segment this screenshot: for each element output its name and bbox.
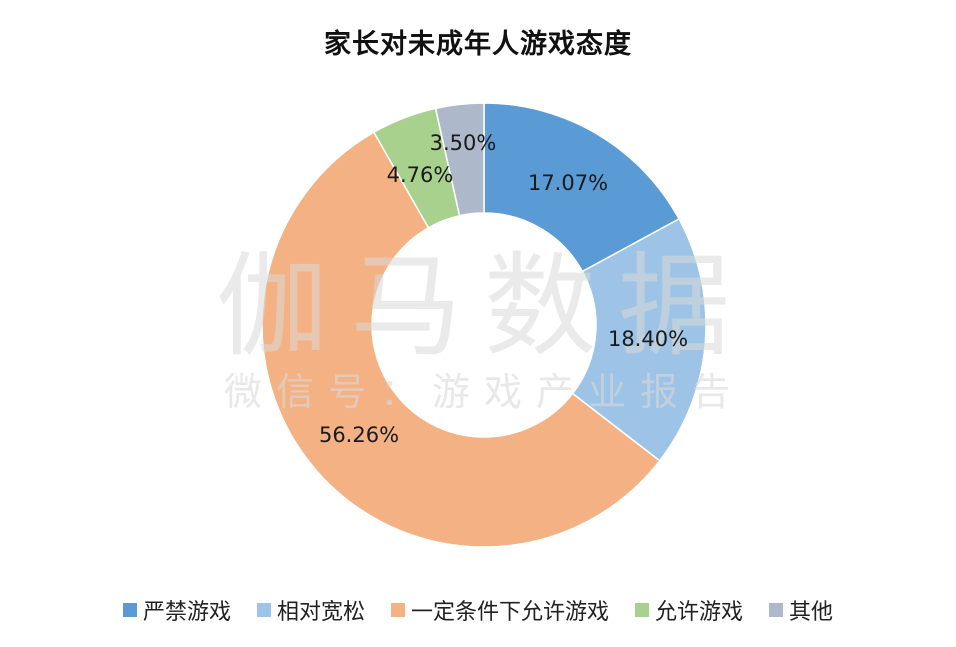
legend-swatch bbox=[256, 603, 271, 617]
legend-swatch bbox=[769, 603, 784, 617]
data-label-allowed: 4.76% bbox=[387, 163, 454, 187]
legend-label: 允许游戏 bbox=[655, 600, 744, 625]
data-label-strict: 17.07% bbox=[528, 171, 608, 195]
slice-other[interactable] bbox=[434, 102, 485, 217]
legend-label: 相对宽松 bbox=[276, 600, 365, 625]
legend-label: 一定条件下允许游戏 bbox=[410, 600, 609, 625]
legend: 严禁游戏 相对宽松 一定条件下允许游戏 允许游戏 其他 bbox=[0, 594, 956, 626]
legend-swatch bbox=[390, 603, 405, 617]
chart-title: 家长对未成年人游戏态度 bbox=[324, 29, 632, 60]
slice-conditional[interactable] bbox=[261, 131, 661, 548]
data-labels: 17.07% 18.40% 56.26% 4.76% 3.50% bbox=[319, 131, 688, 447]
slice-strict[interactable] bbox=[483, 102, 681, 273]
data-label-lenient: 18.40% bbox=[608, 327, 688, 351]
slice-lenient[interactable] bbox=[571, 217, 707, 462]
legend-swatch bbox=[635, 603, 649, 617]
legend-item-conditional[interactable]: 一定条件下允许游戏 bbox=[390, 594, 609, 626]
data-label-conditional: 56.26% bbox=[319, 423, 399, 447]
watermark-sub: 微信号：游戏产业报告 bbox=[224, 370, 744, 414]
data-label-other: 3.50% bbox=[430, 131, 497, 155]
watermark-main: 伽马数据 bbox=[216, 242, 752, 372]
legend-label: 严禁游戏 bbox=[142, 600, 231, 625]
watermark: 伽马数据 微信号：游戏产业报告 bbox=[216, 242, 752, 414]
legend-item-lenient[interactable]: 相对宽松 bbox=[256, 594, 365, 626]
legend-item-other[interactable]: 其他 bbox=[769, 594, 833, 626]
legend-item-allowed[interactable]: 允许游戏 bbox=[635, 594, 743, 626]
donut-slices bbox=[261, 102, 707, 548]
legend-item-strict[interactable]: 严禁游戏 bbox=[122, 594, 231, 626]
legend-swatch bbox=[122, 603, 137, 617]
legend-label: 其他 bbox=[789, 600, 834, 625]
